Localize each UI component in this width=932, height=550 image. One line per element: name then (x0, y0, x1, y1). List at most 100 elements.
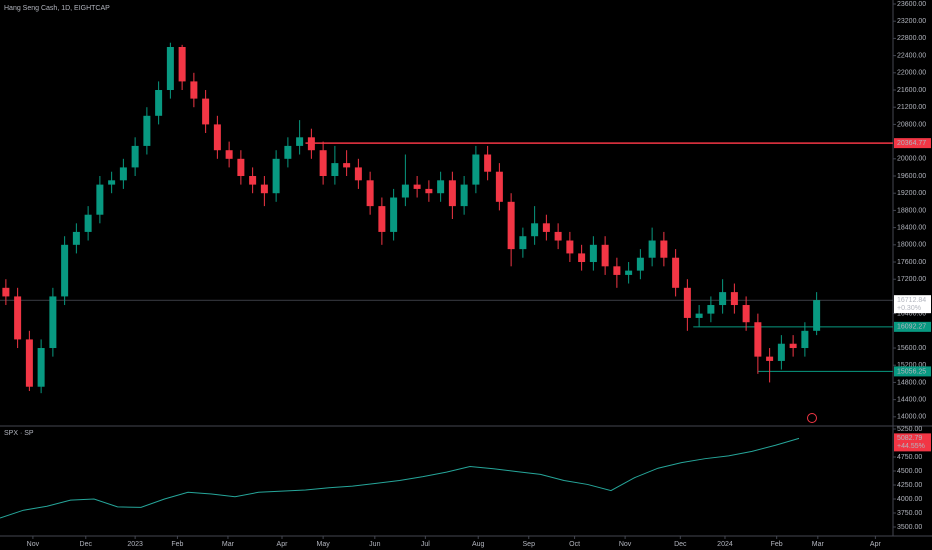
candle-body (813, 300, 821, 331)
candle-body (319, 150, 327, 177)
y-tick-label: 14400.00 (897, 396, 926, 403)
price-change-label: +0.30% (897, 305, 921, 312)
candle-body (249, 176, 257, 185)
candle-body (284, 145, 292, 159)
price-label: 16712.84 (897, 297, 926, 304)
price-change-label: +44.55% (897, 443, 925, 450)
candle-body (648, 240, 656, 258)
x-tick-label: Jul (421, 541, 430, 548)
x-tick-label: Apr (277, 541, 289, 548)
candle-body (777, 343, 785, 361)
x-tick-label: 2024 (717, 541, 733, 548)
alert-icon[interactable] (807, 413, 817, 423)
y-tick-label: 19600.00 (897, 173, 926, 180)
y-tick-label: 19200.00 (897, 190, 926, 197)
candle-body (237, 158, 245, 177)
candle-body (719, 292, 727, 306)
candle-body (96, 184, 104, 215)
candle-body (378, 206, 386, 232)
candle-body (589, 244, 597, 263)
y-tick-label: 17600.00 (897, 259, 926, 266)
candle-body (25, 339, 33, 387)
y-tick-label: 22800.00 (897, 35, 926, 42)
candle-body (84, 214, 92, 232)
candle-body (425, 188, 433, 194)
x-tick-label: Mar (812, 541, 825, 548)
candle-body (683, 287, 691, 318)
candle-body (613, 266, 621, 275)
y-tick-label: 15200.00 (897, 362, 926, 369)
candle-body (61, 244, 69, 297)
y-tick-label: 18000.00 (897, 242, 926, 249)
candle-body (695, 313, 703, 318)
candle-body (131, 145, 139, 168)
candle-body (495, 171, 503, 202)
candle-body (225, 150, 233, 159)
candle-body (155, 90, 163, 116)
candle-body (14, 296, 22, 340)
x-tick-label: Nov (619, 541, 632, 548)
y-tick-label: 22400.00 (897, 52, 926, 59)
price-label-box (894, 321, 931, 332)
candle-body (49, 296, 57, 349)
x-tick-label: Feb (771, 541, 783, 548)
price-label: 16092.27 (897, 324, 926, 331)
x-tick-label: Oct (569, 541, 580, 548)
main-title: Hang Seng Cash, 1D, EIGHTCAP (4, 5, 110, 12)
y-tick-label: 18400.00 (897, 224, 926, 231)
price-label: 15056.25 (897, 368, 926, 375)
x-tick-label: Aug (472, 541, 485, 548)
x-tick-label: Mar (222, 541, 235, 548)
candle-body (554, 231, 562, 241)
y-tick-label: 15600.00 (897, 345, 926, 352)
candle-body (766, 356, 774, 361)
x-tick-label: Nov (27, 541, 40, 548)
x-tick-label: 2023 (127, 541, 143, 548)
y-tick-label: 4250.00 (897, 482, 922, 489)
candle-body (519, 236, 527, 250)
candle-body (37, 348, 45, 387)
candle-body (413, 184, 421, 189)
candle-body (143, 115, 151, 146)
candle-body (213, 124, 221, 151)
price-label: 5082.79 (897, 435, 922, 442)
candle-body (166, 47, 174, 91)
candle-body (660, 240, 668, 258)
candle-body (472, 154, 480, 185)
candle-body (401, 184, 409, 198)
y-tick-label: 4750.00 (897, 454, 922, 461)
candle-body (366, 180, 374, 207)
y-tick-label: 5250.00 (897, 426, 922, 433)
candle-body (625, 270, 633, 275)
candle-body (801, 330, 809, 349)
y-tick-label: 22000.00 (897, 70, 926, 77)
x-tick-label: Jun (369, 541, 380, 548)
candle-body (566, 240, 574, 254)
candle-body (789, 343, 797, 349)
y-tick-label: 23600.00 (897, 1, 926, 8)
candle-body (601, 244, 609, 267)
x-tick-label: Feb (171, 541, 183, 548)
x-tick-label: May (317, 541, 331, 548)
y-tick-label: 14800.00 (897, 379, 926, 386)
y-tick-label: 4000.00 (897, 496, 922, 503)
candle-body (636, 257, 644, 271)
candle-body (437, 180, 445, 194)
x-tick-label: Apr (870, 541, 882, 548)
candle-body (730, 292, 738, 306)
x-tick-label: Dec (80, 541, 93, 548)
y-tick-label: 3750.00 (897, 510, 922, 517)
candle-body (754, 322, 762, 357)
candle-body (2, 287, 10, 297)
y-tick-label: 20000.00 (897, 156, 926, 163)
y-tick-label: 3500.00 (897, 524, 922, 531)
y-tick-label: 21600.00 (897, 87, 926, 94)
candle-body (707, 305, 715, 314)
spx-title: SPX · SP (4, 430, 34, 437)
candle-body (272, 158, 280, 194)
candle-body (331, 163, 339, 177)
x-tick-label: Dec (674, 541, 687, 548)
x-tick-label: Sep (523, 541, 536, 548)
candle-body (460, 184, 468, 207)
